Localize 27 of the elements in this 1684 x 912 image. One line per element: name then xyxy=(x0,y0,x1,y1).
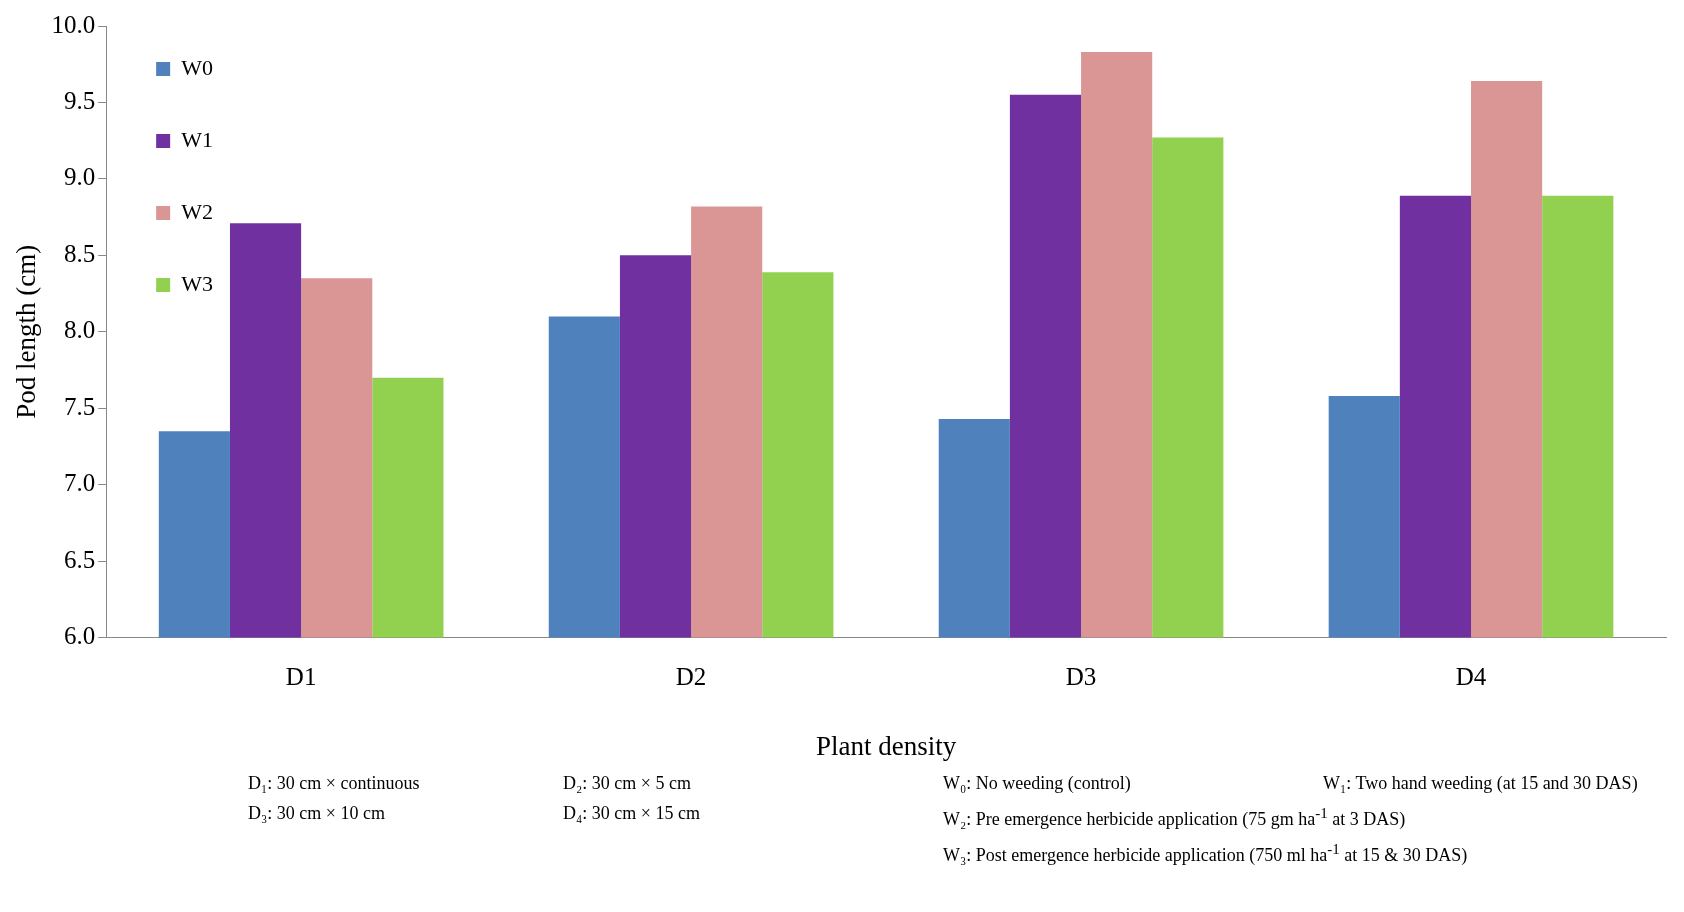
text: W₁: Two hand weeding (at 15 and 30 DAS) xyxy=(1323,772,1639,795)
text: D₄: 30 cm × 15 cm xyxy=(563,802,701,825)
y-tick-label: 9.0 xyxy=(63,163,96,191)
y-axis-title: Pod length (cm) xyxy=(11,244,42,419)
legend-label: W2 xyxy=(181,198,213,224)
y-tick-label: 7.0 xyxy=(63,469,96,497)
text: D₃: 30 cm × 10 cm xyxy=(248,802,386,825)
y-tick-label: 7.5 xyxy=(63,392,96,420)
x-tick-label: D4 xyxy=(1455,663,1487,691)
text: W₃: Post emergence herbicide application (750 ml ha$^{-1}$ at 15 & 30 DAS) xyxy=(943,840,1469,867)
x-tick-label: D1 xyxy=(285,663,317,691)
y-tick-label: 8.0 xyxy=(63,316,96,344)
y-tick-label: 6.5 xyxy=(63,545,96,573)
legend-label: W3 xyxy=(181,270,213,296)
y-tick-label: 10.0 xyxy=(51,10,96,38)
y-tick-label: 8.5 xyxy=(63,239,96,267)
legend-label: W0 xyxy=(181,54,213,80)
y-tick-label: 9.5 xyxy=(63,87,96,115)
x-tick-label: D3 xyxy=(1065,663,1097,691)
legend-label: W1 xyxy=(181,126,213,152)
text: D₂: 30 cm × 5 cm xyxy=(563,772,692,795)
x-tick-label: D2 xyxy=(675,663,707,691)
text: W₂: Pre emergence herbicide application (75 gm ha$^{-1}$ at 3 DAS) xyxy=(943,804,1407,831)
text: W₀: No weeding (control) xyxy=(943,772,1132,795)
text: D₁: 30 cm × continuous xyxy=(248,772,421,795)
y-tick-label: 6.0 xyxy=(63,622,96,650)
x-axis-title: Plant density xyxy=(815,730,957,761)
